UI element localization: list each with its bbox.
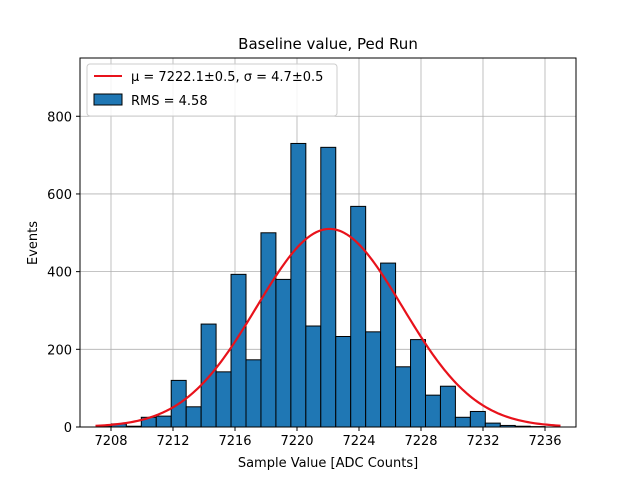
axis-ticks: 7208 7212 7216 7220 7224 7228 7232 7236 0 200 400 6… xyxy=(47,110,561,449)
x-tick-label: 7224 xyxy=(342,434,375,449)
legend: μ = 7222.1±0.5, σ = 4.7±0.5 RMS = 4.58 xyxy=(86,63,338,117)
y-tick-label: 400 xyxy=(47,266,72,281)
x-tick-label: 7216 xyxy=(218,434,251,449)
histogram-bar xyxy=(245,359,262,428)
x-tick-label: 7236 xyxy=(528,434,561,449)
y-tick-label: 0 xyxy=(64,421,72,436)
histogram-bar xyxy=(155,415,172,428)
histogram-bar xyxy=(320,146,337,428)
chart-title: Baseline value, Ped Run xyxy=(238,35,418,53)
histogram-bar xyxy=(424,394,441,428)
histogram-bar xyxy=(395,366,412,428)
histogram-bar xyxy=(380,262,397,428)
histogram-bar xyxy=(230,273,247,428)
x-tick-label: 7232 xyxy=(466,434,499,449)
x-tick-label: 7228 xyxy=(404,434,437,449)
x-tick-label: 7208 xyxy=(94,434,127,449)
y-axis-label: Events xyxy=(26,221,41,265)
legend-fit-label: μ = 7222.1±0.5, σ = 4.7±0.5 xyxy=(131,70,323,85)
x-tick-label: 7212 xyxy=(156,434,189,449)
histogram-bar xyxy=(215,371,232,428)
histogram-bar xyxy=(469,410,486,428)
histogram-bar xyxy=(439,385,456,428)
histogram-bar xyxy=(484,422,501,428)
histogram-bar xyxy=(260,232,277,428)
fit-curve-group xyxy=(95,227,561,427)
histogram-bar xyxy=(410,339,426,428)
y-tick-label: 600 xyxy=(47,188,72,203)
histogram-bar xyxy=(185,406,202,428)
legend-rms-label: RMS = 4.58 xyxy=(131,94,208,109)
x-tick-label: 7220 xyxy=(280,434,313,449)
histogram-bar xyxy=(335,335,352,428)
legend-box xyxy=(86,63,338,117)
histogram-bar xyxy=(275,278,292,428)
y-tick-label: 800 xyxy=(47,110,72,125)
histogram-bar xyxy=(365,331,382,428)
histogram-bar xyxy=(305,325,322,428)
axes-frame xyxy=(79,57,577,428)
gaussian-fit-curve xyxy=(95,227,561,427)
x-axis-label: Sample Value [ADC Counts] xyxy=(238,456,418,471)
histogram-bar xyxy=(454,416,471,428)
legend-rms-swatch xyxy=(93,93,123,106)
histogram-bar xyxy=(290,142,307,428)
y-tick-label: 200 xyxy=(47,343,72,358)
